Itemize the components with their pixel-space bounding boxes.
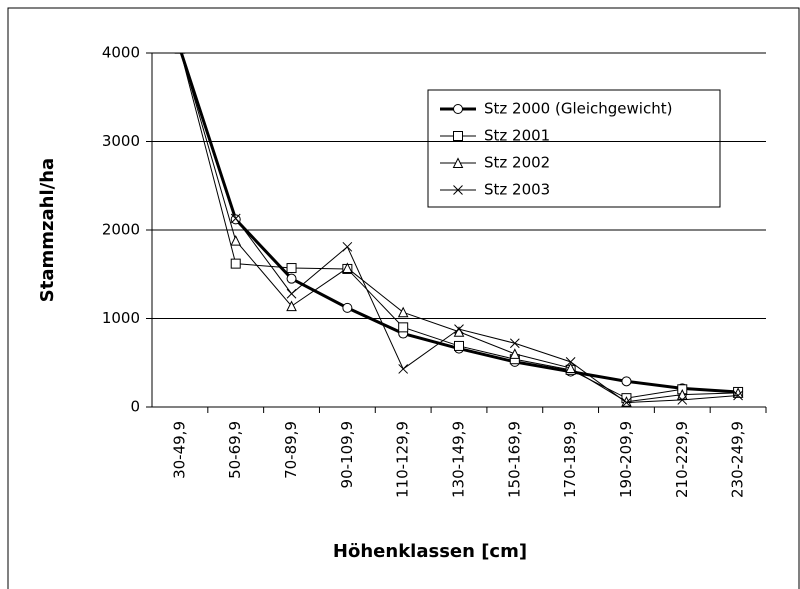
marker bbox=[454, 340, 464, 351]
marker bbox=[286, 300, 297, 312]
marker bbox=[342, 302, 353, 313]
legend-label: Stz 2000 (Gleichgewicht) bbox=[484, 100, 672, 118]
marker bbox=[509, 338, 520, 349]
plot-area bbox=[174, 53, 744, 408]
marker bbox=[453, 185, 463, 195]
marker bbox=[398, 364, 409, 374]
chart-frame bbox=[7, 7, 800, 589]
marker bbox=[453, 104, 463, 114]
legend bbox=[427, 89, 721, 208]
x-tick-label: 70-89,9 bbox=[282, 421, 300, 479]
marker bbox=[230, 258, 241, 269]
marker bbox=[621, 396, 632, 407]
y-tick-label: 2000 bbox=[102, 221, 140, 239]
x-tick-label: 190-209,9 bbox=[617, 421, 635, 498]
marker bbox=[453, 131, 463, 141]
marker bbox=[509, 348, 521, 359]
legend-label: Stz 2003 bbox=[484, 181, 550, 199]
marker bbox=[397, 306, 409, 318]
marker bbox=[565, 357, 576, 367]
marker bbox=[454, 324, 464, 334]
x-tick-label: 170-189,9 bbox=[561, 421, 579, 498]
marker bbox=[175, 53, 185, 54]
x-tick-label: 210-229,9 bbox=[673, 421, 691, 498]
marker bbox=[342, 241, 353, 252]
marker bbox=[565, 362, 576, 374]
y-tick-label: 4000 bbox=[102, 44, 140, 62]
x-tick-label: 30-49,9 bbox=[170, 421, 188, 479]
marker bbox=[230, 213, 241, 224]
x-tick-label: 50-69,9 bbox=[226, 421, 244, 479]
marker bbox=[177, 53, 183, 54]
y-axis-title: Stammzahl/ha bbox=[37, 158, 58, 302]
x-tick-label: 230-249,9 bbox=[729, 421, 747, 498]
x-axis-title: Höhenklassen [cm] bbox=[333, 541, 527, 562]
marker bbox=[286, 273, 297, 284]
marker bbox=[286, 288, 297, 299]
marker bbox=[342, 262, 353, 274]
marker bbox=[174, 53, 185, 54]
x-tick-label: 130-149,9 bbox=[450, 421, 468, 498]
marker bbox=[733, 390, 743, 401]
marker bbox=[621, 376, 632, 387]
marker bbox=[676, 388, 688, 400]
marker bbox=[398, 322, 409, 333]
legend-label: Stz 2001 bbox=[484, 127, 550, 145]
x-tick-label: 90-109,9 bbox=[338, 421, 356, 488]
marker bbox=[452, 157, 464, 168]
marker bbox=[286, 263, 297, 274]
marker bbox=[677, 395, 688, 405]
y-tick-label: 0 bbox=[130, 398, 140, 416]
marker bbox=[174, 53, 186, 54]
legend-label: Stz 2002 bbox=[484, 154, 550, 172]
x-tick-label: 110-129,9 bbox=[394, 421, 412, 498]
marker bbox=[230, 235, 242, 246]
y-tick-label: 3000 bbox=[102, 132, 140, 150]
marker bbox=[621, 397, 632, 408]
y-tick-label: 1000 bbox=[102, 309, 140, 327]
x-tick-label: 150-169,9 bbox=[505, 421, 523, 498]
